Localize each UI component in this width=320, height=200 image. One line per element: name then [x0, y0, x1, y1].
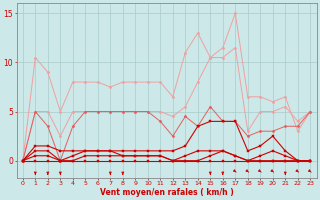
X-axis label: Vent moyen/en rafales ( km/h ): Vent moyen/en rafales ( km/h ) [100, 188, 233, 197]
